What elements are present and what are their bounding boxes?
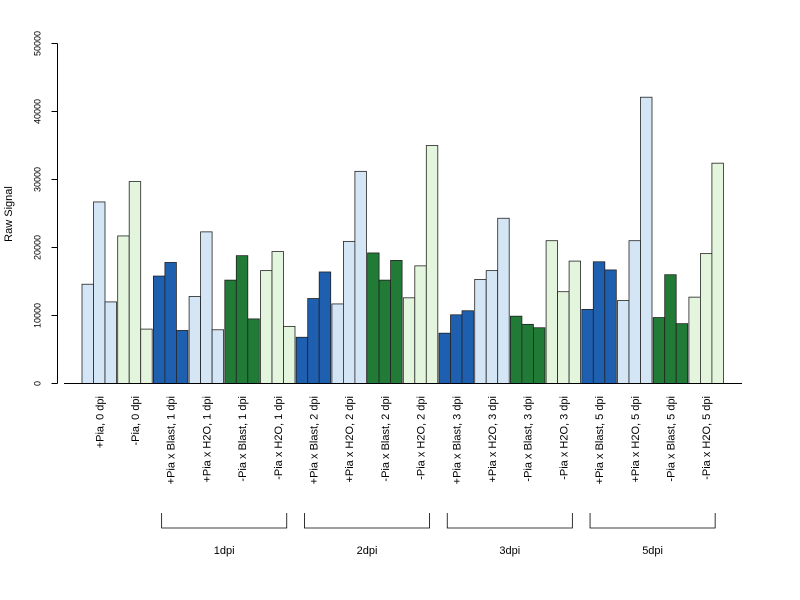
bar [175,330,189,384]
x-tick-label: +Pia x Blast, 1 dpi [166,396,178,484]
bar [402,297,416,384]
bar [688,296,701,384]
bar [390,260,403,384]
group-label: 1dpi [214,545,235,557]
bar [664,274,677,384]
bar [104,301,117,384]
x-tick-label: +Pia, 0 dpi [94,396,106,448]
bar [438,332,451,384]
x-tick-label: -Pia, 0 dpi [130,396,142,446]
bar [354,170,367,384]
x-tick-label: +Pia x H2O, 5 dpi [630,396,642,483]
bar [318,271,332,384]
x-tick-label: +Pia x Blast, 3 dpi [451,396,463,484]
bar [450,314,463,384]
bar [140,328,153,384]
bar [93,201,106,384]
bar [235,255,249,384]
x-tick-label: +Pia x Blast, 5 dpi [594,396,606,484]
bar [557,291,570,384]
bar [675,323,689,384]
bar [224,279,237,384]
y-tick-label: 30000 [33,167,43,192]
bar [497,217,510,384]
group-bracket [304,513,430,529]
bar [509,315,523,384]
bar [521,323,534,384]
bar [307,298,320,384]
group-bracket [589,513,716,529]
group-label: 3dpi [499,545,520,557]
bars-layer [81,96,724,384]
group-bracket [161,513,288,529]
bar [117,235,130,384]
y-axis: 0 10000 20000 30000 40000 50000 [33,31,58,386]
bar [461,310,474,384]
bar [331,303,344,384]
bar [474,279,487,384]
y-axis-title: Raw Signal [3,186,15,242]
bar [604,269,617,384]
bar [283,325,296,384]
y-tick-label: 0 [33,381,43,386]
bar [188,296,202,384]
group-label: 2dpi [357,545,378,557]
bar [581,308,594,384]
x-tick-label: -Pia x Blast, 2 dpi [380,396,392,482]
x-tick-label: -Pia x H2O, 2 dpi [416,396,428,480]
bar [700,253,713,384]
bar [247,318,260,384]
bar [628,240,641,384]
bar [425,145,439,384]
x-tick-label: +Pia x H2O, 1 dpi [201,396,213,483]
bar [128,181,142,384]
x-tick-label: +Pia x Blast, 2 dpi [308,396,320,484]
x-tick-label: -Pia x H2O, 5 dpi [701,396,713,480]
x-tick-label: +Pia x H2O, 3 dpi [487,396,499,483]
bar [260,270,273,384]
x-tick-labels: +Pia, 0 dpi -Pia, 0 dpi +Pia x Blast, 1 dp… [94,396,713,484]
bar [592,261,606,384]
bar [533,327,546,384]
y-tick-label: 20000 [33,235,43,260]
bar [711,162,724,384]
bar [342,240,356,384]
bar [545,240,558,384]
bar [81,283,94,384]
bar [414,265,427,384]
bar [200,231,213,384]
bar [164,262,177,384]
x-tick-label: +Pia x H2O, 2 dpi [344,396,356,483]
bar [295,336,309,384]
bar [378,279,392,384]
bar [485,270,499,384]
y-tick-label: 10000 [33,303,43,328]
x-tick-label: -Pia x Blast, 1 dpi [237,396,249,482]
bar [152,275,166,384]
x-tick-label: -Pia x Blast, 5 dpi [665,396,677,482]
group-brackets: 1dpi 2dpi 3dpi 5dpi [161,513,716,557]
bar [640,96,653,384]
bar [367,252,380,384]
bar [211,329,225,384]
group-label: 5dpi [642,545,663,557]
bar [271,251,284,384]
y-tick-label: 40000 [33,99,43,124]
x-tick-label: -Pia x Blast, 3 dpi [523,396,535,482]
x-tick-label: -Pia x H2O, 1 dpi [273,396,285,480]
bar [652,317,666,384]
bar [568,260,581,384]
y-tick-label: 50000 [33,31,43,56]
group-bracket [446,513,573,529]
bar [617,300,630,384]
x-tick-label: -Pia x H2O, 3 dpi [558,396,570,480]
